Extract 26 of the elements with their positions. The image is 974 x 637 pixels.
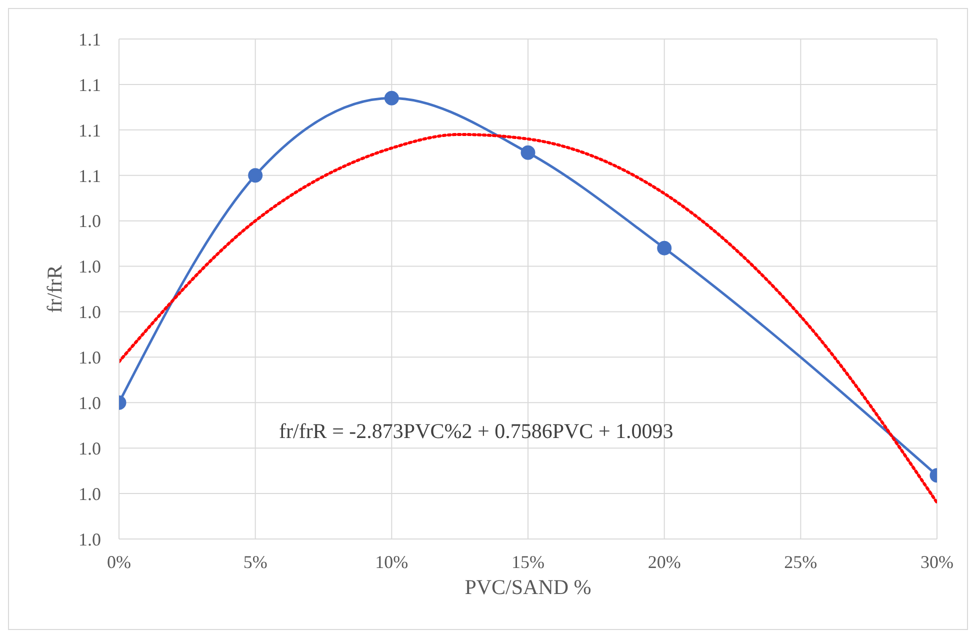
y-tick-label: 1.1	[78, 74, 101, 95]
annotation: fr/frR = -2.873PVC%2 + 0.7586PVC + 1.0093	[279, 419, 674, 444]
y-tick-label: 1.0	[78, 302, 101, 322]
y-tick-label: 1.0	[78, 529, 101, 550]
y-tick-label: 1.1	[78, 29, 101, 50]
point	[657, 240, 672, 256]
x-tick-label: 5%	[243, 552, 268, 572]
x-tick-label: 15%	[512, 552, 544, 572]
point	[520, 145, 536, 160]
line-series	[119, 132, 937, 504]
x-tick-label: 20%	[648, 552, 681, 572]
y-tick-label: 1.0	[78, 256, 101, 277]
x-tick-label: 25%	[784, 552, 818, 572]
y-tick-label: 1.0	[78, 484, 101, 504]
y-tick-label: 1.0	[78, 438, 101, 458]
x-tick-label: 0%	[107, 552, 131, 572]
y-tick-label: 1.0	[78, 348, 101, 368]
y-tick-label: 1.1	[78, 166, 101, 186]
point	[384, 90, 399, 106]
x-axis-title: PVC/SAND %	[464, 575, 592, 599]
y-tick-label: 1.1	[78, 120, 101, 140]
y-tick-label: 1.0	[78, 211, 101, 232]
y-tick-label: 1.0	[78, 393, 101, 414]
x-tick-label: 30%	[920, 552, 954, 572]
y-axis-title: fr/frR	[42, 265, 66, 313]
x-tick-label: 10%	[375, 552, 408, 572]
